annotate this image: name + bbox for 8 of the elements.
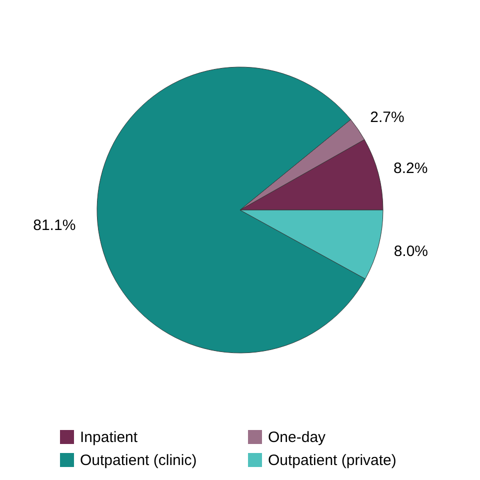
data-label: 2.7% xyxy=(370,108,404,126)
legend-label: Outpatient (clinic) xyxy=(80,452,197,469)
data-label: 8.0% xyxy=(394,243,428,260)
legend-label: Outpatient (private) xyxy=(268,452,396,469)
data-label: 8.2% xyxy=(394,160,428,177)
legend-label: Inpatient xyxy=(80,429,138,446)
legend-label: One-day xyxy=(268,429,326,446)
data-label: 81.1% xyxy=(33,217,76,234)
